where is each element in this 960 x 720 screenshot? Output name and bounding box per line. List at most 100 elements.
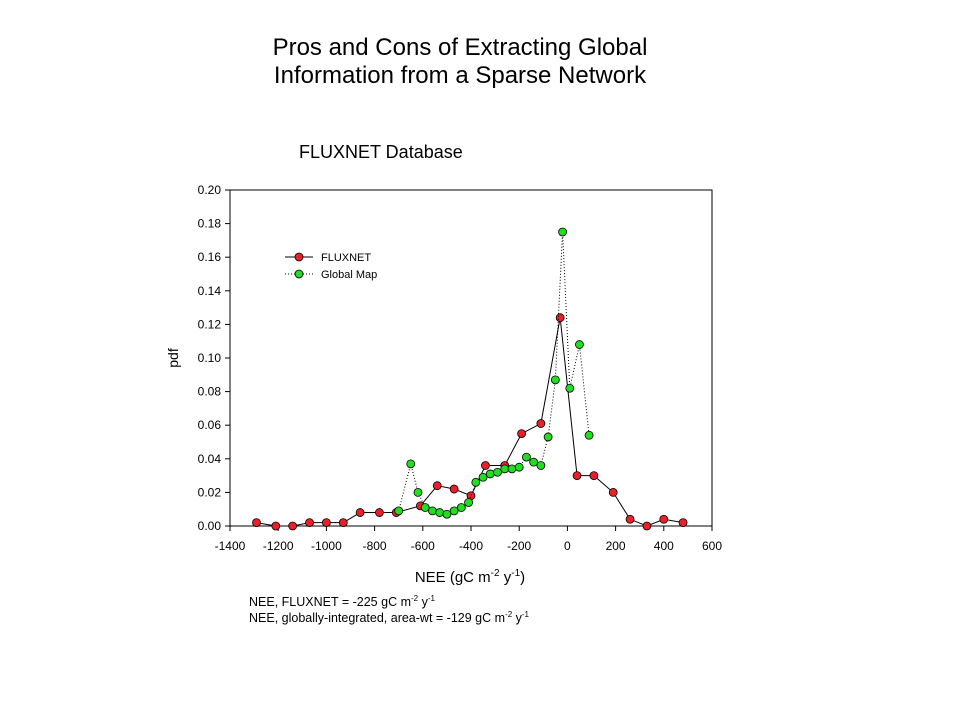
data-point-global-map	[428, 506, 437, 516]
note2-text: NEE, globally-integrated, area-wt = -129…	[249, 611, 506, 625]
x-tick-label: 600	[702, 539, 722, 553]
data-point-fluxnet	[517, 429, 527, 439]
legend-fluxnet-marker	[294, 252, 304, 262]
x-tick-label: 200	[606, 539, 626, 553]
y-tick-label: 0.10	[198, 351, 222, 365]
slide-title-line2: Information from a Sparse Network	[273, 62, 647, 89]
data-point-fluxnet	[432, 481, 442, 491]
y-axis-ticks: 0.00 0.02 0.04 0.06 0.08 0.10 0.12 0.14 0.16 0.18…	[198, 183, 230, 533]
nee-fluxnet-note: NEE, FLUXNET = -225 gC m-2 y-1	[249, 594, 529, 610]
x-axis-label-close: )	[520, 569, 525, 586]
data-point-global-map	[456, 503, 466, 512]
legend-globalmap-marker	[294, 269, 304, 279]
y-tick-label: 0.08	[198, 385, 222, 399]
data-point-fluxnet	[536, 419, 546, 428]
slide-title-line1: Pros and Cons of Extracting Global	[272, 34, 648, 61]
data-point-global-map	[550, 375, 560, 385]
data-point-fluxnet	[271, 521, 281, 531]
data-point-fluxnet	[449, 484, 459, 494]
data-point-global-map	[565, 383, 575, 393]
y-tick-label: 0.18	[198, 217, 222, 231]
chart-title: FLUXNET Database	[299, 142, 463, 162]
x-axis-label-exp1: -2	[491, 568, 500, 579]
y-tick-label: 0.16	[198, 250, 222, 264]
legend: FLUXNET Global Map	[285, 252, 377, 281]
note1-text: NEE, FLUXNET = -225 gC m	[249, 595, 411, 609]
data-point-global-map	[394, 506, 404, 516]
data-point-fluxnet	[252, 518, 261, 528]
data-point-global-map	[471, 477, 481, 487]
data-point-global-map	[529, 457, 539, 467]
data-point-global-map	[485, 469, 495, 479]
note2-exp1: -2	[505, 609, 513, 619]
y-tick-label: 0.12	[198, 317, 222, 331]
data-point-fluxnet	[321, 518, 331, 528]
data-point-fluxnet	[659, 514, 669, 524]
data-point-global-map	[413, 487, 423, 497]
data-point-global-map	[514, 462, 524, 472]
y-tick-label: 0.02	[198, 485, 222, 499]
plot-frame	[229, 189, 713, 527]
x-tick-label: 400	[654, 539, 674, 553]
note2-exp2: -1	[521, 609, 530, 619]
y-axis-label: pdf	[165, 348, 181, 368]
data-point-fluxnet	[642, 521, 652, 531]
data-point-global-map	[435, 508, 445, 517]
x-tick-label: 0	[564, 539, 571, 553]
y-tick-label: 0.04	[198, 452, 222, 466]
data-point-global-map	[543, 432, 553, 442]
data-point-global-map	[464, 498, 473, 507]
note1-exp2: -1	[427, 593, 435, 603]
y-tick-label: 0.14	[198, 284, 222, 298]
y-tick-label: 0.20	[198, 183, 222, 197]
data-point-global-map	[500, 464, 510, 474]
x-axis-label: NEE (gC m-2 y-1)	[415, 568, 525, 586]
x-tick-label: -200	[507, 539, 531, 553]
data-point-fluxnet	[338, 518, 348, 528]
data-point-global-map	[507, 464, 517, 474]
x-axis-label-mid: y	[500, 569, 512, 586]
data-point-fluxnet	[288, 521, 298, 531]
data-point-global-map	[442, 509, 452, 519]
data-point-fluxnet	[572, 471, 582, 481]
x-tick-label: -600	[411, 539, 435, 553]
data-point-global-map	[558, 227, 567, 237]
data-point-global-map	[420, 503, 430, 512]
legend-fluxnet-label: FLUXNET	[321, 252, 371, 264]
note2-mid: y	[512, 611, 522, 625]
nee-summary-notes: NEE, FLUXNET = -225 gC m-2 y-1 NEE, glob…	[249, 594, 529, 626]
data-point-fluxnet	[555, 313, 565, 323]
y-tick-label: 0.06	[198, 418, 222, 432]
x-tick-label: -1200	[263, 539, 294, 553]
data-point-fluxnet	[625, 514, 635, 524]
x-axis-label-exp2: -1	[511, 568, 520, 579]
data-point-global-map	[522, 452, 531, 462]
data-point-global-map	[536, 461, 546, 470]
x-tick-label: -1400	[215, 539, 246, 553]
data-point-global-map	[493, 467, 502, 477]
data-point-fluxnet	[608, 487, 618, 497]
data-point-global-map	[575, 340, 584, 349]
legend-globalmap-label: Global Map	[321, 269, 377, 281]
x-axis-label-main: NEE (gC m	[415, 569, 491, 586]
note1-exp1: -2	[410, 593, 419, 603]
data-point-fluxnet	[481, 461, 490, 470]
x-tick-label: -400	[459, 539, 483, 553]
data-point-fluxnet	[305, 518, 314, 528]
data-point-global-map	[478, 472, 488, 482]
data-point-global-map	[449, 506, 459, 516]
x-tick-label: -1000	[311, 539, 342, 553]
y-tick-label: 0.00	[198, 519, 222, 533]
data-point-global-map	[406, 459, 416, 469]
data-point-fluxnet	[375, 508, 384, 517]
nee-global-note: NEE, globally-integrated, area-wt = -129…	[249, 610, 529, 626]
data-point-fluxnet	[678, 518, 688, 528]
note1-mid: y	[418, 595, 428, 609]
series-layer	[252, 227, 688, 531]
x-axis-ticks: -1400 -1200 -1000 -800 -600 -400 -200 0 200 400 60…	[215, 526, 722, 553]
x-tick-label: -800	[363, 539, 387, 553]
data-point-global-map	[584, 430, 594, 440]
data-point-fluxnet	[589, 471, 599, 481]
data-point-fluxnet	[355, 508, 365, 517]
